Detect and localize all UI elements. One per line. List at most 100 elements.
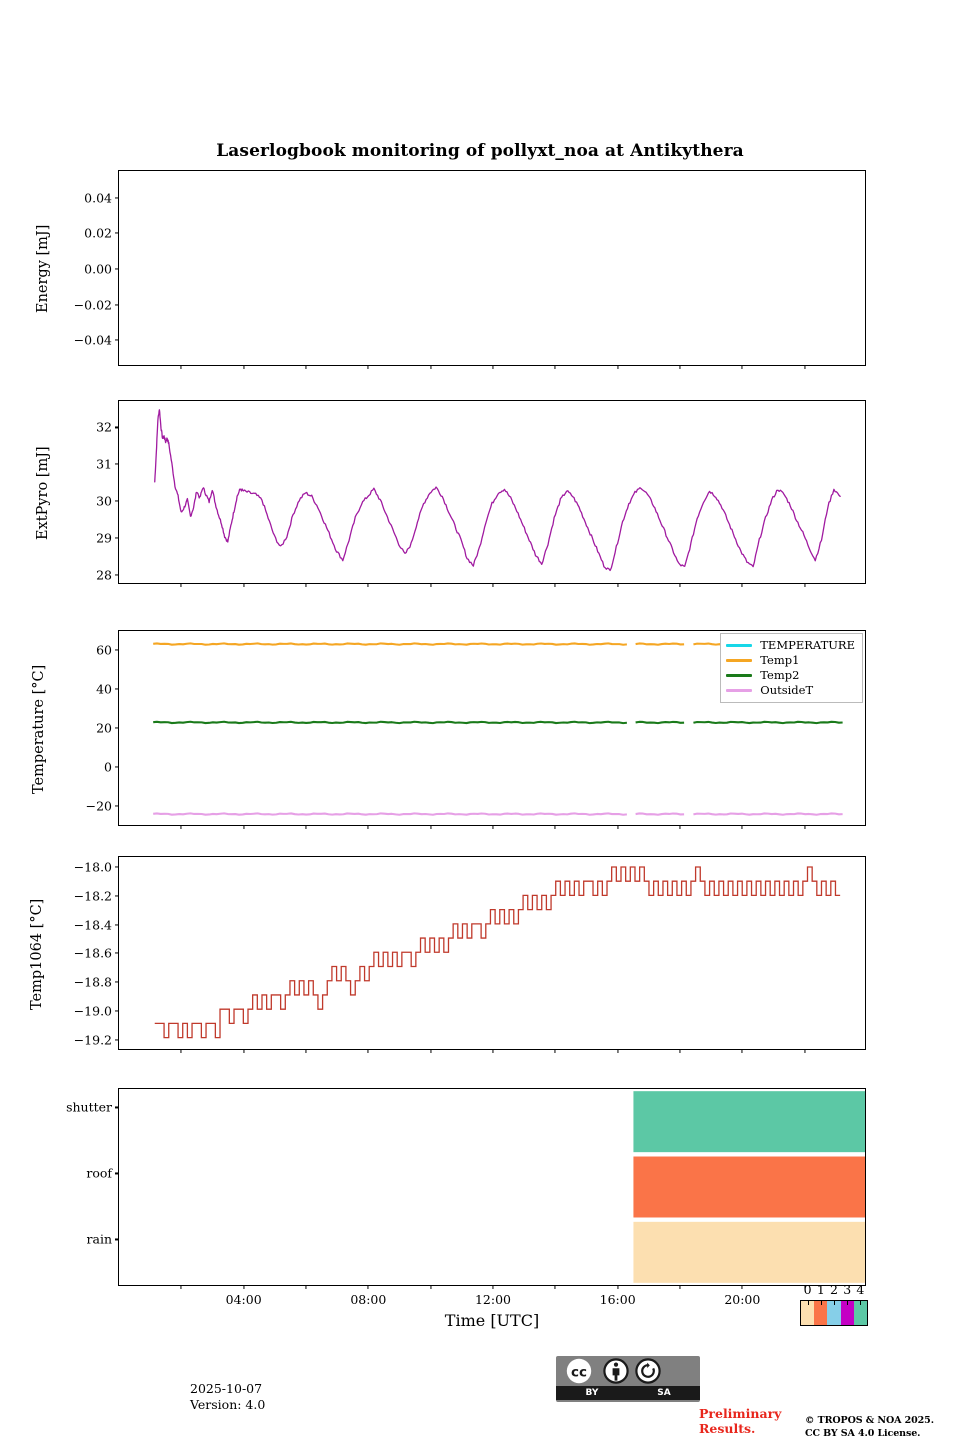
plot-area-extpyro: [119, 401, 865, 583]
x-tick-mark: [305, 1285, 307, 1289]
x-tick-label: 12:00: [474, 1292, 512, 1307]
plot-area-status: [119, 1089, 865, 1285]
colorbar-tick-label: 0: [803, 1282, 812, 1297]
x-tick-mark: [430, 583, 432, 587]
y-tick-label: −0.04: [73, 332, 112, 348]
x-tick-mark: [617, 365, 619, 369]
x-tick-mark: [617, 1049, 619, 1053]
x-tick-mark: [243, 1285, 245, 1289]
y-tick-mark: [115, 1238, 119, 1241]
y-tick-mark: [115, 1106, 119, 1109]
x-tick-mark: [367, 825, 369, 829]
x-tick-mark: [243, 825, 245, 829]
colorbar-segment-2: 2: [827, 1282, 841, 1325]
x-tick-mark: [430, 1285, 432, 1289]
colorbar-segment-4: 4: [853, 1282, 868, 1325]
copyright-line-1: © TROPOS & NOA 2025.: [805, 1415, 934, 1426]
x-tick-mark: [741, 365, 743, 369]
y-tick-label: 31: [96, 456, 112, 472]
colorbar-tick-label: 4: [856, 1282, 865, 1297]
y-tick-mark: [115, 574, 119, 576]
copyright-line-2: CC BY SA 4.0 License.: [805, 1427, 921, 1439]
footer-date: 2025-10-07: [190, 1381, 263, 1396]
x-tick-mark: [180, 1049, 182, 1053]
y-tick-mark: [115, 1010, 119, 1012]
x-tick-mark: [554, 825, 556, 829]
y-tick-label: −18.4: [73, 917, 112, 933]
x-tick-mark: [180, 583, 182, 587]
cc-by-person-icon: [603, 1358, 629, 1384]
cc-icons-row: cc: [556, 1356, 700, 1386]
cc-circle-icon: cc: [566, 1358, 592, 1384]
plot-area-energy: [119, 171, 865, 365]
axis-label-temp1064: Temp1064 [°C]: [29, 898, 45, 1010]
x-tick-mark: [617, 1285, 619, 1289]
x-tick-mark: [679, 1049, 681, 1053]
y-tick-label: 40: [96, 681, 112, 697]
y-tick-label: −19.2: [73, 1032, 112, 1047]
y-tick-label: 0: [104, 759, 112, 775]
y-tick-label: 0.04: [84, 190, 112, 206]
x-tick-mark: [679, 583, 681, 587]
x-tick-mark: [367, 365, 369, 369]
x-tick-mark: [617, 825, 619, 829]
x-tick-mark: [243, 365, 245, 369]
x-tick-mark: [492, 365, 494, 369]
y-tick-mark: [115, 866, 119, 868]
y-tick-mark: [115, 304, 119, 306]
y-tick-label: 0.00: [84, 261, 112, 277]
colorbar-tick-mark: [847, 1301, 849, 1305]
legend-item-temperature: TEMPERATURE: [726, 638, 855, 653]
colorbar-segment-3: 3: [840, 1282, 854, 1325]
x-tick-mark: [180, 1285, 182, 1289]
x-tick-mark: [305, 365, 307, 369]
x-tick-mark: [617, 583, 619, 587]
legend-label: Temp1: [760, 652, 800, 667]
y-tick-mark: [115, 649, 119, 651]
y-tick-mark: [115, 688, 119, 690]
x-tick-mark: [430, 365, 432, 369]
colorbar-tick-label: 3: [843, 1282, 852, 1297]
axis-label-temperature: Temperature [°C]: [31, 664, 47, 794]
y-tick-label: 20: [96, 720, 112, 736]
x-tick-mark: [305, 1049, 307, 1053]
legend-label: TEMPERATURE: [760, 637, 855, 652]
colorbar-tick-mark: [820, 1301, 822, 1305]
preliminary-line: Preliminary: [699, 1406, 782, 1421]
x-tick-mark: [804, 1285, 806, 1289]
y-tick-mark: [115, 268, 119, 270]
y-tick-label: −18.8: [73, 974, 112, 990]
x-tick-mark: [554, 583, 556, 587]
colorbar-tick-label: 2: [830, 1282, 838, 1297]
panel-status: Time [UTC] shutter roof rain 04:00 08:00 12:0…: [66, 1088, 866, 1330]
colorbar-tick-mark: [807, 1301, 809, 1305]
x-tick-mark: [430, 1049, 432, 1053]
x-tick-mark: [243, 1049, 245, 1053]
y-tick-mark: [115, 1172, 119, 1175]
svg-text:cc: cc: [571, 1365, 587, 1381]
y-tick-mark: [115, 426, 119, 429]
x-tick-mark: [180, 825, 182, 829]
x-tick-mark: [367, 1049, 369, 1053]
x-tick-mark: [305, 825, 307, 829]
legend-color-swatch: [726, 689, 753, 692]
legend-item-temp2: Temp2: [726, 668, 855, 683]
y-tick-mark: [115, 805, 119, 807]
y-tick-label: −18.0: [73, 859, 112, 875]
x-tick-mark: [554, 1285, 556, 1289]
x-tick-mark: [554, 1049, 556, 1053]
panel-energy: Energy [mJ] 0.04 0.02 0.00 −0.02 −0.04: [35, 170, 866, 369]
x-tick-mark: [804, 365, 806, 369]
axis-label-extpyro: ExtPyro [mJ]: [35, 446, 51, 540]
y-tick-mark: [115, 766, 119, 768]
cc-sa-share-icon: [635, 1358, 661, 1384]
legend-color-swatch: [726, 644, 753, 647]
y-tick-mark: [115, 500, 119, 502]
y-tick-label: −18.2: [73, 888, 112, 904]
colorbar-tick-mark: [860, 1301, 862, 1305]
colorbar-tick-label: 1: [816, 1282, 825, 1297]
x-tick-mark: [679, 825, 681, 829]
cc-by-label: BY: [585, 1388, 599, 1398]
y-tick-label: −18.6: [73, 945, 112, 961]
